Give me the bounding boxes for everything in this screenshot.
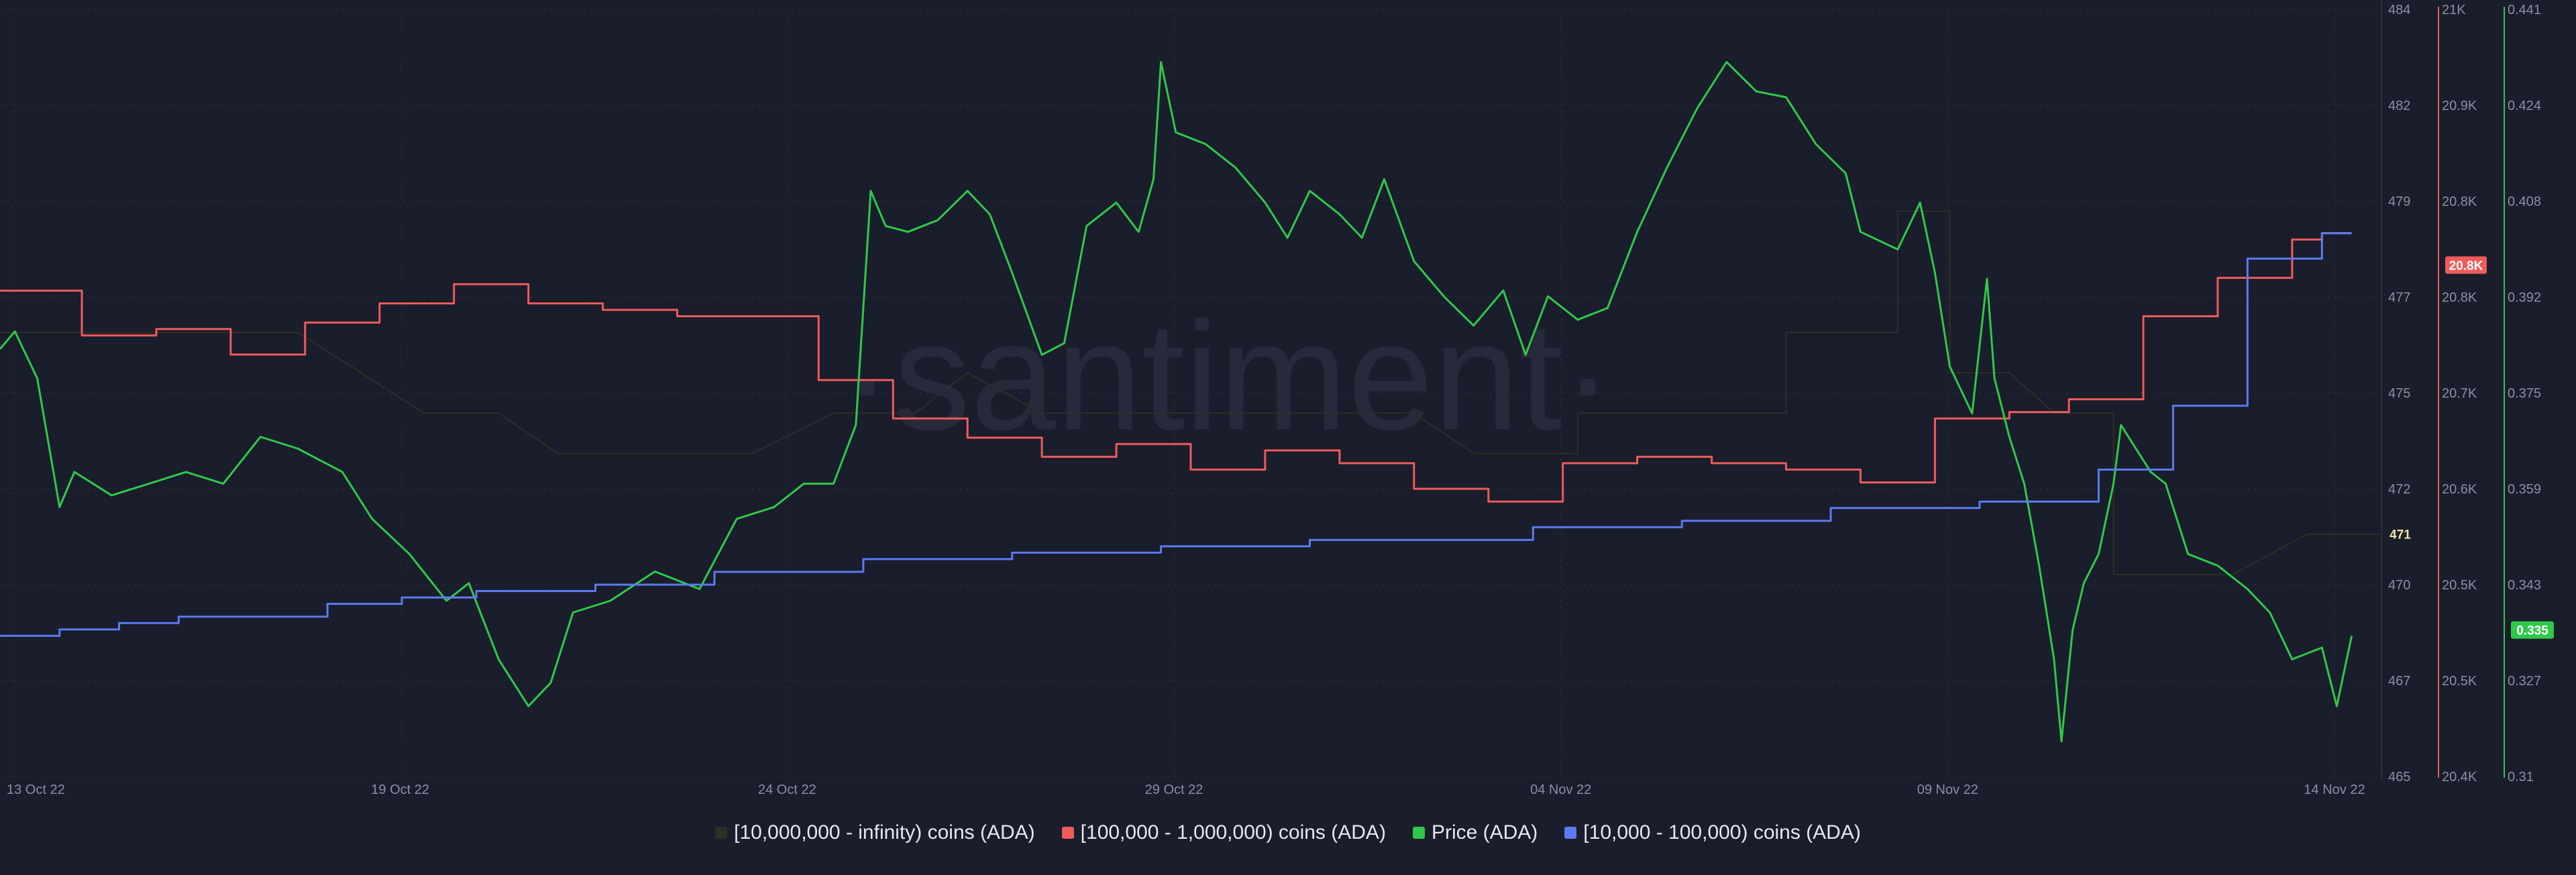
x-tick-label: 09 Nov 22 (1917, 782, 1978, 797)
left-axis-tick-label: 482 (2388, 99, 2410, 113)
green-current-badge: 0.335 (2511, 621, 2554, 639)
left-axis-tick-label: 475 (2388, 386, 2410, 401)
legend-label: [10,000,000 - infinity) coins (ADA) (734, 821, 1035, 843)
watermark: ·santiment· (842, 290, 1613, 462)
red-axis-tick-label: 20.4K (2442, 770, 2477, 784)
red-axis-tick-label: 20.5K (2442, 578, 2477, 593)
legend-swatch (1564, 827, 1577, 839)
green-axis-tick-label: 0.375 (2508, 386, 2541, 401)
left-axis-tick-label: 470 (2388, 578, 2410, 593)
left-axis-tick-label: 472 (2388, 482, 2410, 497)
series-line-1 (0, 232, 2352, 503)
red-axis-tick-label: 20.7K (2442, 386, 2477, 401)
red-axis-tick-label: 21K (2442, 3, 2466, 17)
legend-item[interactable]: [100,000 - 1,000,000) coins (ADA) (1061, 821, 1386, 844)
red-axis-tick-label: 20.8K (2442, 194, 2477, 209)
series-line-2 (0, 61, 2353, 743)
legend-swatch (1412, 827, 1425, 839)
x-tick-label: 19 Oct 22 (371, 782, 429, 797)
x-tick-label: 14 Nov 22 (2304, 782, 2365, 797)
left-axis-tick-label: 479 (2388, 194, 2410, 209)
red-axis-tick-label: 20.6K (2442, 482, 2477, 497)
green-axis-tick-label: 0.359 (2508, 482, 2541, 497)
left-current-badge-text: 471 (2390, 528, 2411, 542)
legend-item[interactable]: [10,000 - 100,000) coins (ADA) (1564, 821, 1861, 844)
green-axis-tick-label: 0.441 (2508, 3, 2541, 17)
x-tick-label: 04 Nov 22 (1530, 782, 1591, 797)
red-current-badge: 20.8K (2445, 256, 2487, 274)
x-tick-label: 13 Oct 22 (7, 782, 65, 797)
legend-label: Price (ADA) (1431, 821, 1538, 843)
left-axis-tick-label: 465 (2388, 770, 2410, 784)
legend-label: [100,000 - 1,000,000) coins (ADA) (1080, 821, 1386, 843)
red-axis-tick-label: 20.8K (2442, 290, 2477, 305)
x-tick-label: 29 Oct 22 (1145, 782, 1203, 797)
legend-item[interactable]: Price (ADA) (1412, 821, 1538, 844)
legend-item[interactable]: [10,000,000 - infinity) coins (ADA) (715, 821, 1035, 844)
green-current-badge-text: 0.335 (2516, 624, 2548, 638)
green-axis-tick-label: 0.31 (2508, 770, 2534, 784)
legend-swatch (715, 827, 728, 839)
green-axis-tick-label: 0.343 (2508, 578, 2541, 593)
left-axis-tick-label: 467 (2388, 674, 2410, 689)
red-current-badge-text: 20.8K (2449, 259, 2483, 273)
grid-lines (0, 9, 2381, 777)
legend-label: [10,000 - 100,000) coins (ADA) (1583, 821, 1861, 843)
series-line-3 (0, 232, 2352, 637)
x-tick-label: 24 Oct 22 (758, 782, 816, 797)
axes-layer: 13 Oct 22 19 Oct 22 24 Oct 22 29 Oct 22 04 N… (7, 0, 2554, 797)
left-axis-tick-label: 484 (2388, 3, 2410, 17)
red-axis-tick-label: 20.9K (2442, 99, 2477, 113)
red-axis-tick-label: 20.5K (2442, 674, 2477, 689)
green-axis-tick-label: 0.327 (2508, 674, 2541, 689)
series-layer (0, 61, 2381, 743)
legend: [10,000,000 - infinity) coins (ADA) [100,… (0, 821, 2576, 844)
green-axis-tick-label: 0.392 (2508, 290, 2541, 305)
green-axis-tick-label: 0.408 (2508, 194, 2541, 209)
legend-swatch (1061, 827, 1074, 839)
green-axis-tick-label: 0.424 (2508, 99, 2541, 113)
left-current-badge: 471 (2383, 525, 2418, 543)
left-axis-tick-label: 477 (2388, 290, 2410, 305)
